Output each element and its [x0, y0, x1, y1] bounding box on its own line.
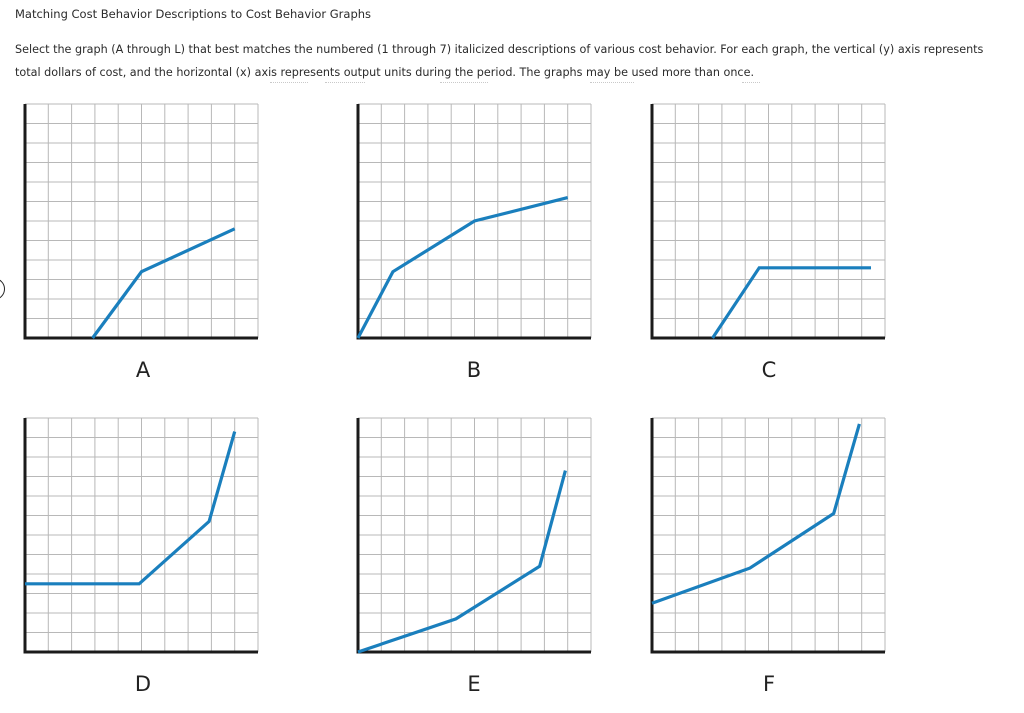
blank-placeholder: [440, 82, 488, 83]
cost-line: [651, 423, 861, 605]
cost-line: [356, 196, 569, 339]
graph-grid: [358, 103, 592, 338]
graph-grid: [358, 417, 592, 652]
graph-grid: [25, 103, 259, 338]
cost-line: [91, 227, 236, 339]
blank-placeholder: [742, 82, 760, 83]
graph-f: F: [650, 417, 886, 696]
graph-grid: [25, 417, 259, 652]
graph-a: A: [23, 103, 259, 382]
cost-line: [711, 266, 871, 339]
blank-placeholder: [325, 82, 365, 83]
graph-label: F: [763, 672, 775, 696]
graph-label: A: [136, 358, 151, 382]
graph-label: E: [467, 672, 480, 696]
graph-grid: [652, 417, 886, 652]
cost-line: [25, 431, 237, 586]
graph-label: C: [762, 358, 777, 382]
graph-d: D: [23, 417, 259, 696]
cost-line: [357, 470, 567, 654]
graph-b: B: [356, 103, 592, 382]
graph-e: E: [356, 417, 592, 696]
graph-label: D: [135, 672, 151, 696]
blank-placeholder: [590, 82, 634, 83]
graph-c: C: [650, 103, 886, 382]
question-title: Matching Cost Behavior Descriptions to C…: [15, 7, 372, 21]
instruction-line-2: total dollars of cost, and the horizonta…: [15, 66, 755, 79]
graph-grid: [652, 103, 886, 338]
graph-label: B: [467, 358, 481, 382]
question-instructions: Select the graph (A through L) that best…: [15, 38, 1023, 84]
instruction-line-1: Select the graph (A through L) that best…: [15, 43, 984, 56]
blank-placeholder: [270, 82, 308, 83]
